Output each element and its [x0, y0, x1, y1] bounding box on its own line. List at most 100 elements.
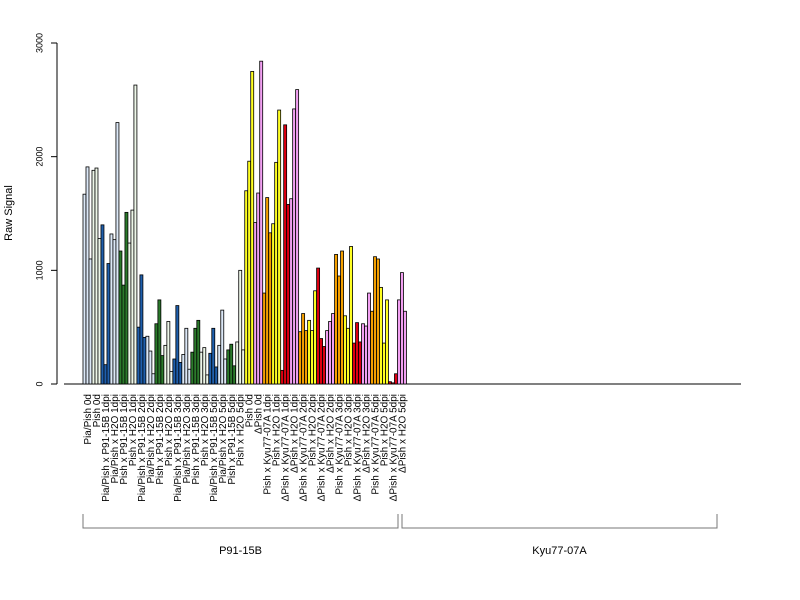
bar — [127, 242, 132, 385]
x-tick-label: Pish x H2O 1dpi — [128, 394, 139, 466]
bar — [220, 309, 225, 385]
bar — [385, 299, 389, 385]
bar — [331, 313, 335, 385]
bar — [82, 193, 87, 385]
bar — [163, 344, 168, 385]
bar — [205, 374, 210, 385]
x-tick-label: ΔPish x Kyu77-07A 2dpi — [317, 394, 328, 501]
bar — [376, 258, 380, 385]
bar — [118, 250, 123, 385]
bar — [367, 292, 371, 385]
x-tick-label: ΔPish 0d — [254, 394, 265, 434]
bar — [181, 354, 186, 385]
x-tick-label: ΔPish x Kyu77-07A 2dpi — [299, 394, 310, 501]
bar — [304, 330, 309, 385]
x-tick-label: Pish x H2O 5dpi — [379, 394, 390, 466]
bar — [277, 109, 282, 385]
bar — [310, 330, 315, 385]
bar — [337, 275, 341, 385]
x-tick-label: Pish x P91-15B 2dpi — [155, 394, 166, 485]
bar — [202, 347, 207, 385]
bar — [115, 122, 120, 385]
bar — [106, 263, 111, 385]
x-tick-label: ΔPish x Kyu77-07A 1dpi — [281, 394, 292, 501]
bar — [169, 371, 174, 385]
bar — [286, 204, 291, 385]
bar — [292, 108, 297, 385]
x-tick-label: Pish x P91-15B 3dpi — [191, 394, 202, 485]
bar — [130, 209, 135, 385]
bar — [100, 224, 105, 385]
bar — [289, 198, 294, 385]
group-label: P91-15B — [219, 545, 262, 557]
bar — [391, 382, 395, 385]
bar — [238, 269, 243, 385]
x-tick-label: Pish x H2O 5dpi — [236, 394, 247, 466]
bar — [91, 169, 96, 385]
bar — [316, 267, 321, 385]
x-tick-label: ΔPish x Kyu77-07A 5dpi — [388, 394, 399, 501]
bar — [196, 319, 201, 385]
bar — [184, 327, 189, 385]
bar — [235, 341, 240, 385]
bar — [175, 305, 180, 385]
x-tick-label: Pia/Pish x H2O 1dpi — [110, 394, 121, 484]
bar — [85, 166, 90, 385]
bar — [187, 368, 192, 385]
bar — [109, 233, 114, 385]
bar — [226, 349, 231, 385]
bar — [322, 346, 326, 385]
bar — [178, 362, 183, 385]
bar — [352, 342, 356, 385]
bar — [94, 167, 99, 385]
bar — [355, 322, 359, 385]
x-tick-label: ΔPish x H2O 5dpi — [397, 394, 408, 473]
bar — [403, 310, 407, 385]
x-tick-label: Pish x Kyu77-07A 1dpi — [263, 394, 274, 495]
bar — [283, 124, 288, 385]
x-tick-label: Pish 0d — [92, 394, 103, 427]
bar — [349, 246, 353, 385]
bar — [166, 321, 171, 385]
bar — [112, 239, 117, 385]
bar — [313, 290, 318, 385]
bar — [319, 338, 324, 385]
bar — [154, 323, 159, 385]
bar — [394, 373, 398, 385]
bar — [190, 351, 195, 385]
x-tick-label: Pia/Pish x H2O 3dpi — [182, 394, 193, 484]
bar — [253, 222, 258, 385]
bar — [280, 369, 285, 385]
y-axis-title: Raw Signal — [3, 185, 15, 241]
x-tick-label: ΔPish x H2O 2dpi — [326, 394, 337, 473]
bar — [271, 223, 276, 385]
group-bracket — [82, 514, 399, 529]
bar — [334, 254, 338, 385]
x-tick-label: Pia/Pish x P91-15B 5dpi — [209, 394, 220, 502]
bar — [208, 352, 213, 385]
bar — [397, 299, 401, 385]
bar — [265, 197, 270, 385]
bar — [124, 211, 129, 385]
bar — [247, 160, 252, 385]
bar — [217, 344, 222, 385]
x-tick-label: Pia/Pish x P91-15B 2dpi — [137, 394, 148, 502]
x-tick-label: Pia/Pish x P91-15B 3dpi — [173, 394, 184, 502]
x-tick-label: Pish x H2O 3dpi — [344, 394, 355, 466]
bar — [346, 327, 350, 385]
bar — [229, 343, 234, 385]
x-tick-label: Pish x H2O 2dpi — [308, 394, 319, 466]
bar — [274, 161, 279, 385]
bar — [244, 190, 249, 385]
y-tick-label: 3000 — [34, 33, 44, 53]
x-tick-label: Pish x P91-15B 5dpi — [227, 394, 238, 485]
bar — [160, 355, 165, 385]
bar — [148, 350, 153, 385]
bar — [364, 325, 368, 385]
bar — [298, 331, 303, 385]
x-tick-label: Pish 0d — [245, 394, 256, 427]
bar — [262, 292, 267, 385]
bar — [121, 284, 126, 385]
bar — [142, 336, 147, 385]
